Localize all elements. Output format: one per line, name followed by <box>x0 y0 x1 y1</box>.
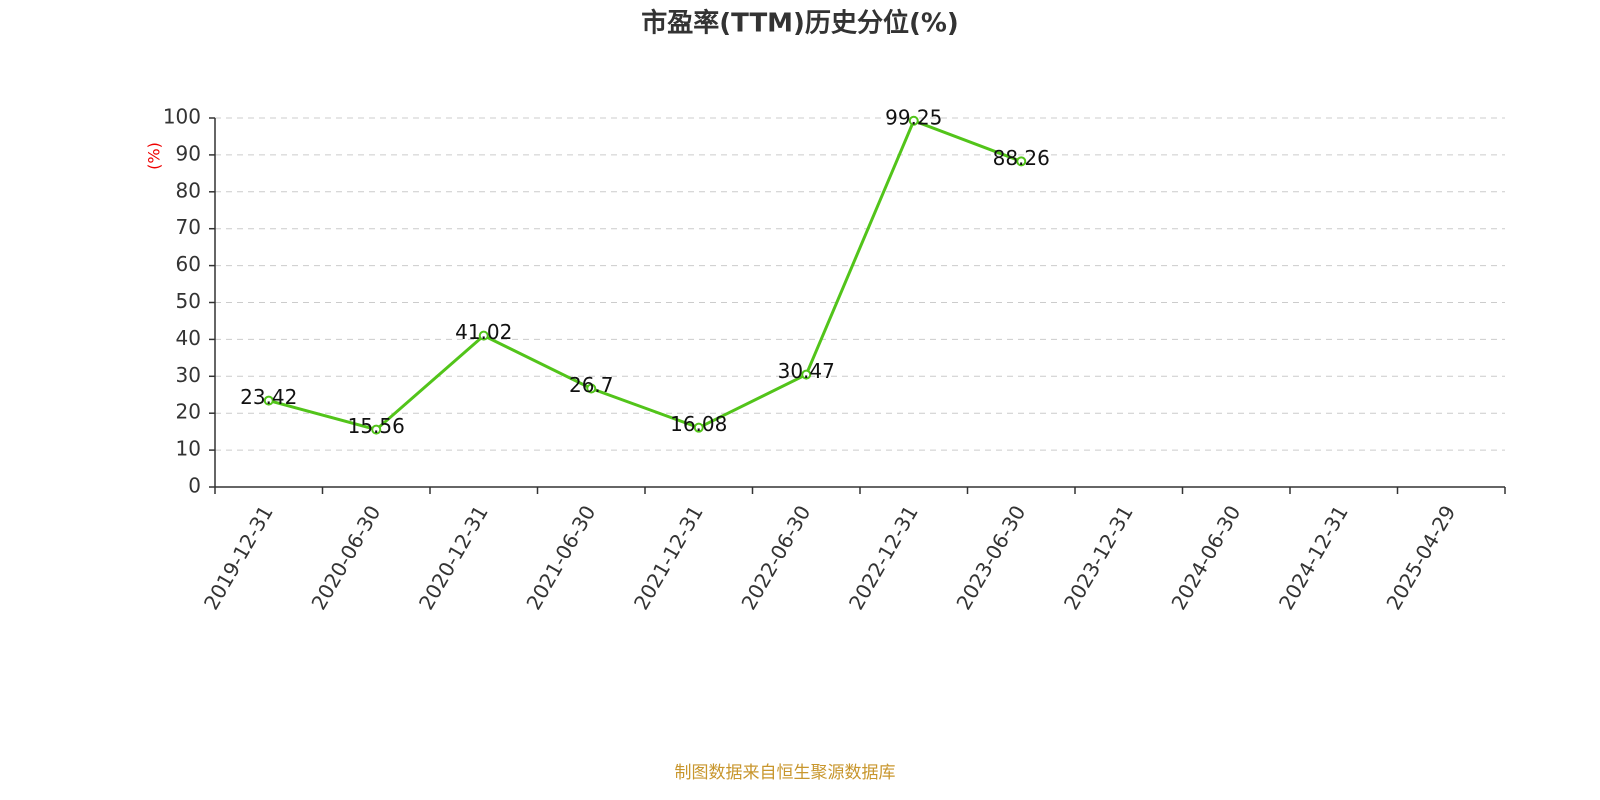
x-tick-label: 2022-06-30 <box>736 501 815 614</box>
x-tick-label: 2021-12-31 <box>629 501 708 614</box>
point <box>478 330 489 341</box>
y-tick-label: 90 <box>176 141 201 165</box>
point <box>693 422 704 433</box>
footer: 制图数据来自恒生聚源数据库 <box>675 763 896 783</box>
y-tick-label: 0 <box>188 474 201 498</box>
x-tick-label: 2019-12-31 <box>199 501 278 614</box>
x-tick-label: 2024-12-31 <box>1274 501 1353 614</box>
data-label: 15.56 <box>348 414 405 438</box>
x-tick-label: 2022-12-31 <box>844 501 923 614</box>
x-tick-label: 2020-12-31 <box>414 501 493 614</box>
point <box>586 383 597 394</box>
y-tick-label: 30 <box>176 363 201 387</box>
y-axis-label: (%) <box>145 142 164 170</box>
data-label: 41.02 <box>455 320 512 344</box>
x-tick-label: 2024-06-30 <box>1166 501 1245 614</box>
y-tick-label: 50 <box>176 289 201 313</box>
x-tick-label: 2021-06-30 <box>521 501 600 614</box>
y-tick-label: 60 <box>176 252 201 276</box>
x-tick-label: 2023-06-30 <box>951 501 1030 614</box>
x-tick-label: 2023-12-31 <box>1059 501 1138 614</box>
data-label: 26.7 <box>569 373 614 397</box>
data-label: 23.42 <box>240 385 297 409</box>
data-label: 88.26 <box>993 146 1050 170</box>
point <box>371 424 382 435</box>
data-label: 16.08 <box>670 412 727 436</box>
data-label: 99.25 <box>885 105 942 129</box>
data-label: 30.47 <box>778 359 835 383</box>
y-tick-label: 80 <box>176 178 201 202</box>
point <box>801 369 812 380</box>
y-tick-label: 100 <box>163 105 201 129</box>
x-tick-label: 2025-04-29 <box>1381 501 1460 614</box>
chart-title: 市盈率(TTM)历史分位(%) <box>641 8 959 39</box>
y-tick-label: 70 <box>176 215 201 239</box>
point <box>1016 156 1027 167</box>
point <box>908 115 919 126</box>
x-tick-label: 2020-06-30 <box>306 501 385 614</box>
line <box>268 118 1022 432</box>
y-tick-label: 20 <box>176 400 201 424</box>
y-tick-label: 10 <box>176 437 201 461</box>
point <box>263 395 274 406</box>
y-tick-label: 40 <box>176 326 201 350</box>
